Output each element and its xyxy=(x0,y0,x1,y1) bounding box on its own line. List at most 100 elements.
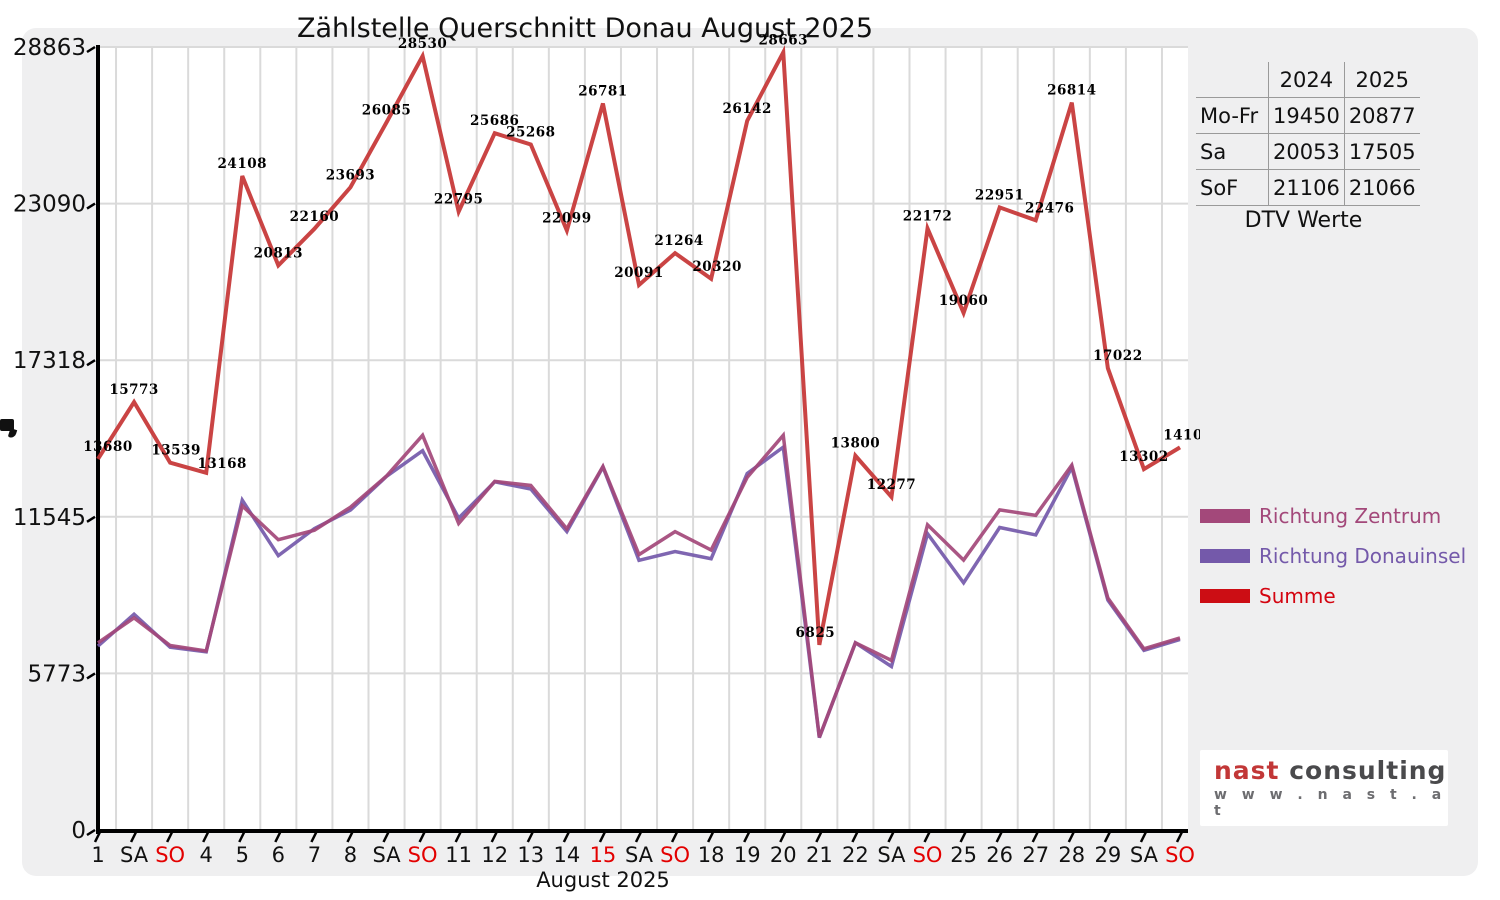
x-tick-label: SA xyxy=(1130,843,1159,867)
y-tick xyxy=(86,515,96,523)
x-tick xyxy=(634,831,643,843)
summe-value-label: 22172 xyxy=(903,209,952,225)
x-tick xyxy=(274,831,282,843)
y-tick-label: 17318 xyxy=(13,348,86,374)
summe-value-label: 13800 xyxy=(831,436,880,452)
x-tick-label: SA xyxy=(120,843,149,867)
x-tick-label: 4 xyxy=(200,843,213,867)
nast-consulting-logo: nast consulting w w w . n a s t . a t xyxy=(1200,750,1448,826)
legend-swatch-summe xyxy=(1200,589,1250,603)
x-tick-label: SO xyxy=(913,843,943,867)
summe-value-label: 6825 xyxy=(796,625,836,641)
x-tick xyxy=(887,831,895,843)
x-tick xyxy=(1067,831,1075,843)
y-tick xyxy=(86,202,96,210)
x-tick xyxy=(1175,831,1184,843)
x-tick xyxy=(490,831,498,843)
logo-url: w w w . n a s t . a t xyxy=(1214,786,1447,819)
x-tick-label: 22 xyxy=(842,843,869,867)
x-axis-line xyxy=(96,829,1188,833)
series-summe xyxy=(96,45,1182,646)
x-tick xyxy=(923,831,931,843)
summe-value-label: 23693 xyxy=(326,167,375,183)
summe-value-label: 28663 xyxy=(759,32,808,48)
x-tick xyxy=(202,831,210,843)
x-tick-label: 27 xyxy=(1022,843,1049,867)
x-tick-label: SA xyxy=(877,843,906,867)
legend-item-summe: Summe xyxy=(1200,576,1466,616)
value-mofr-2025: 20877 xyxy=(1343,97,1420,134)
summe-value-label: 22795 xyxy=(434,192,483,208)
legend-item-donauinsel: Richtung Donauinsel xyxy=(1200,536,1466,576)
summe-value-label: 13539 xyxy=(151,443,200,459)
x-tick xyxy=(166,831,174,843)
series-donauinsel xyxy=(96,443,1181,739)
x-tick xyxy=(743,831,751,843)
table-row: Sa 20053 17505 xyxy=(1196,133,1420,170)
summe-value-label: 17022 xyxy=(1093,348,1142,364)
summe-value-label: 13302 xyxy=(1119,449,1168,465)
x-tick-label: 11 xyxy=(445,843,472,867)
y-tick xyxy=(86,359,96,367)
y-axis-line xyxy=(96,45,100,834)
summe-value-label: 14105 xyxy=(1163,427,1200,443)
y-tick xyxy=(86,828,96,837)
x-tick-label: SA xyxy=(625,843,654,867)
x-tick-label: 21 xyxy=(806,843,833,867)
x-tick xyxy=(1139,831,1148,843)
summe-value-label: 22099 xyxy=(542,210,591,226)
x-tick xyxy=(670,831,679,843)
table-row: SoF 21106 21066 xyxy=(1196,169,1420,206)
legend: Richtung Zentrum Richtung Donauinsel Sum… xyxy=(1200,496,1466,616)
x-tick xyxy=(93,831,102,843)
x-tick-label: 12 xyxy=(481,843,508,867)
summe-value-label: 26085 xyxy=(362,102,411,118)
x-tick xyxy=(526,831,534,843)
x-tick-label: 8 xyxy=(344,843,357,867)
summe-value-label: 20320 xyxy=(692,259,741,275)
series-zentrum xyxy=(97,431,1181,738)
row-label-mofr: Mo-Fr xyxy=(1196,97,1269,134)
x-tick-label: 13 xyxy=(517,843,544,867)
x-tick-label: SO xyxy=(660,843,690,867)
y-axis-title-clipped xyxy=(0,419,14,431)
x-tick-label: 25 xyxy=(950,843,977,867)
x-tick xyxy=(851,831,859,843)
summe-value-label: 25686 xyxy=(470,113,519,129)
summe-value-label: 22476 xyxy=(1025,200,1074,216)
value-sa-2024: 20053 xyxy=(1268,133,1345,170)
x-tick xyxy=(1031,831,1039,843)
x-tick-label: 5 xyxy=(236,843,249,867)
legend-label-summe: Summe xyxy=(1259,584,1336,608)
x-tick-label: 28 xyxy=(1058,843,1085,867)
summe-value-label: 26781 xyxy=(578,83,627,99)
table-caption: DTV Werte xyxy=(1244,208,1363,233)
summe-value-label: 26814 xyxy=(1047,83,1096,99)
y-tick-label: 11545 xyxy=(13,505,86,531)
x-tick xyxy=(238,831,246,843)
value-sof-2024: 21106 xyxy=(1268,169,1345,206)
legend-swatch-donauinsel xyxy=(1200,549,1250,563)
x-tick-label: SA xyxy=(372,843,401,867)
x-tick-label: 26 xyxy=(986,843,1013,867)
summe-value-label: 19060 xyxy=(939,293,988,309)
table-header-2025: 2025 xyxy=(1343,62,1420,98)
x-tick xyxy=(959,831,967,843)
x-tick xyxy=(382,831,390,843)
y-tick-label: 0 xyxy=(71,818,86,844)
x-tick-label: 1 xyxy=(91,843,104,867)
table-corner-cell xyxy=(1196,62,1269,98)
x-tick-label: SO xyxy=(1165,843,1195,867)
legend-label-donauinsel: Richtung Donauinsel xyxy=(1259,544,1467,568)
x-tick-label: 18 xyxy=(698,843,725,867)
row-label-sof: SoF xyxy=(1196,169,1269,206)
y-tick-label: 5773 xyxy=(27,661,86,687)
x-tick xyxy=(598,831,607,843)
summe-value-label: 20091 xyxy=(614,265,663,281)
summe-value-label: 20813 xyxy=(254,245,303,261)
legend-label-zentrum: Richtung Zentrum xyxy=(1259,504,1442,528)
x-tick-label: 14 xyxy=(553,843,580,867)
row-label-sa: Sa xyxy=(1196,133,1269,170)
x-tick-label: 6 xyxy=(272,843,285,867)
